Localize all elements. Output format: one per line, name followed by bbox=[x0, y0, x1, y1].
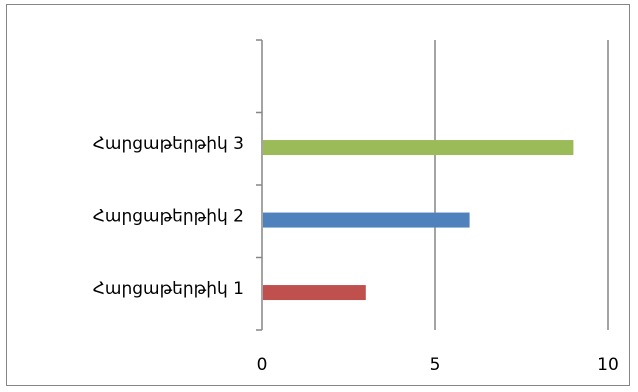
axes bbox=[256, 39, 263, 331]
bar-1 bbox=[263, 285, 366, 301]
x-tick-labels: 0 5 10 bbox=[257, 355, 619, 375]
gridlines bbox=[434, 40, 609, 330]
category-label-2: Հարցաթերթիկ 2 bbox=[93, 207, 244, 227]
bars bbox=[263, 140, 574, 301]
category-labels: Հարցաթերթիկ 1 Հարցաթերթիկ 2 Հարցաթերթիկ 3 bbox=[93, 134, 244, 299]
chart-frame bbox=[6, 4, 630, 386]
category-label-3: Հարցաթերթիկ 3 bbox=[93, 134, 244, 154]
x-tick-label-2: 10 bbox=[597, 355, 619, 375]
category-label-1: Հարցաթերթիկ 1 bbox=[93, 279, 244, 299]
bar-2 bbox=[263, 212, 470, 228]
bar-3 bbox=[263, 140, 574, 156]
x-tick-label-0: 0 bbox=[257, 355, 268, 375]
x-tick-label-1: 5 bbox=[430, 355, 441, 375]
